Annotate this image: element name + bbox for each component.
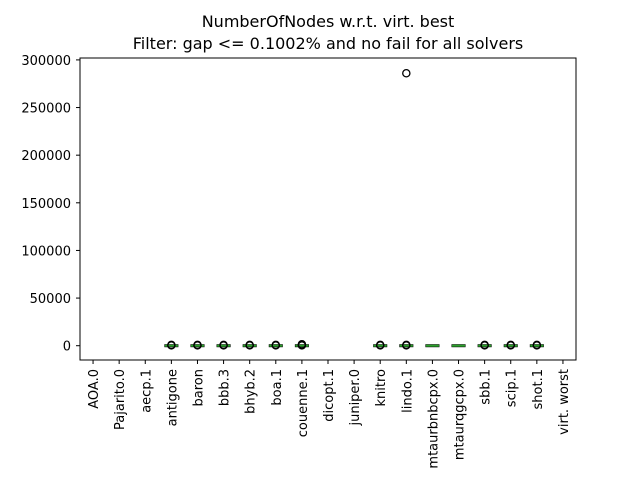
x-tick-label: couenne.1 xyxy=(296,369,311,437)
outlier-point xyxy=(167,340,176,350)
y-tick-label: 150000 xyxy=(21,197,71,212)
outlier-point xyxy=(506,340,515,350)
x-tick-label: mtaurqgcpx.0 xyxy=(453,369,468,460)
x-tick-label: baron xyxy=(191,369,206,406)
x-tick-label: lindo.1 xyxy=(400,369,415,413)
x-tick-label: antigone xyxy=(165,369,180,426)
outlier-point xyxy=(375,340,385,350)
x-tick-label: bbb.3 xyxy=(218,369,233,406)
x-tick-label: boa.1 xyxy=(270,369,285,406)
plot-area: 0 50000 100000 150000 200000 250000 300000 AOA.… xyxy=(21,54,577,469)
y-tick-label: 50000 xyxy=(30,292,71,307)
x-tick-label: sbb.1 xyxy=(479,369,494,405)
outlier-point xyxy=(193,340,202,350)
y-tick-label: 250000 xyxy=(21,102,71,117)
outlier-point xyxy=(271,340,281,350)
outlier-point xyxy=(297,340,307,349)
x-tick-label: bhyb.2 xyxy=(244,369,259,414)
x-tick-label: aecp.1 xyxy=(139,369,154,413)
y-tick-label: 300000 xyxy=(21,54,71,69)
x-tick-label: Pajarito.0 xyxy=(113,369,128,430)
x-tick-label: virt. worst xyxy=(557,369,572,435)
outlier-point xyxy=(480,340,489,350)
x-tick-label: scip.1 xyxy=(505,369,520,407)
x-tick-label: juniper.0 xyxy=(348,369,363,427)
y-tick-label: 100000 xyxy=(21,244,71,259)
outlier-point xyxy=(245,340,254,350)
outlier-point xyxy=(402,340,411,350)
x-tick-label: knitro xyxy=(374,369,389,407)
outlier-point xyxy=(219,340,228,350)
chart-title: NumberOfNodes w.r.t. virt. best xyxy=(202,12,455,31)
x-tick-label: AOA.0 xyxy=(87,369,102,409)
chart-subtitle: Filter: gap <= 0.1002% and no fail for a… xyxy=(133,34,523,53)
x-tick-label: shot.1 xyxy=(531,369,546,409)
x-tick-label: mtaurbnbcpx.0 xyxy=(426,369,441,469)
outlier-point xyxy=(532,340,542,350)
y-tick-label: 200000 xyxy=(21,149,71,164)
outlier-point xyxy=(402,68,411,78)
y-tick-label: 0 xyxy=(63,340,71,355)
x-tick-label: dicopt.1 xyxy=(322,369,337,422)
